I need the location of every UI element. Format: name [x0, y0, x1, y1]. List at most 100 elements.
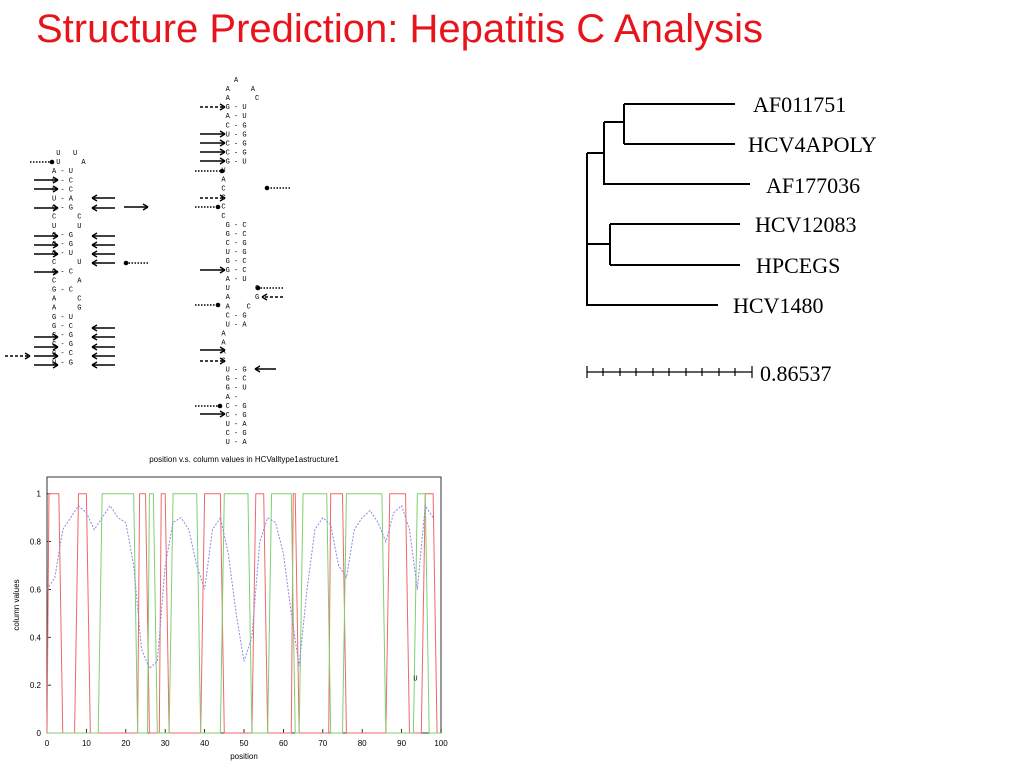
y-tick-label: 0.6 [30, 585, 42, 594]
rna-row: U - A [213, 421, 247, 429]
rna-row: G - C [213, 222, 247, 230]
rna-row: A - [213, 394, 238, 402]
data-line [46, 504, 434, 670]
rna-row: U - A [213, 321, 247, 329]
rna-row: A - U [52, 168, 73, 176]
arrow-head [142, 203, 149, 211]
arrow-head [91, 232, 98, 240]
rna-row: U C [213, 285, 259, 293]
rna-row: C [213, 186, 226, 194]
arrow-head [91, 352, 98, 360]
y-tick-label: 0 [37, 729, 42, 738]
rna-row: U - G [213, 249, 247, 257]
rna-row: C - G [52, 341, 73, 349]
arrow-head [91, 194, 98, 202]
rna-row: G - C [52, 268, 73, 276]
rna-row: C - G [213, 122, 247, 130]
arrow-head [52, 333, 59, 341]
rna-row: G - U [52, 250, 73, 258]
x-tick-label: 10 [82, 739, 91, 748]
arrow-head [219, 157, 226, 165]
rna-row: G - C [213, 231, 247, 239]
rna-row: U - A [52, 196, 74, 204]
rna-row: U A [52, 159, 86, 167]
rna-row: G - C [52, 177, 73, 185]
rna-row: C - G [52, 205, 73, 213]
arrow-head [261, 293, 268, 301]
rna-row: C - G [213, 403, 247, 411]
rna-row: G - C [213, 258, 247, 266]
x-tick-label: 70 [318, 739, 327, 748]
rna-row: G - C [52, 350, 73, 358]
rna-row: C - G [52, 232, 73, 240]
arrow-head [91, 250, 98, 258]
arrow-head [219, 346, 226, 354]
tree-leaf: AF011751 [753, 92, 846, 117]
tree-leaf: AF177036 [766, 173, 860, 198]
rna-row: A G [52, 305, 81, 313]
y-axis-label: column values [12, 579, 21, 630]
dot [219, 168, 225, 174]
rna-row: U - G [213, 131, 247, 139]
y-tick-label: 1 [37, 490, 42, 499]
arrow-head [219, 266, 226, 274]
arrow-head [52, 352, 59, 360]
rna-row: G [213, 358, 226, 366]
arrow-head [91, 241, 98, 249]
x-tick-label: 100 [434, 739, 448, 748]
rna-row: A A [213, 86, 256, 94]
arrow-head [91, 324, 98, 332]
rna-row: U - G [52, 359, 73, 367]
dot [217, 403, 223, 409]
arrow-head [254, 365, 261, 373]
dot [264, 185, 270, 191]
dot [49, 159, 55, 165]
arrow-head [52, 204, 59, 212]
rna-row: C - G [213, 430, 247, 438]
rna-row: C A [52, 277, 82, 285]
rna-row: G - U [213, 385, 247, 393]
rna-row: A [213, 177, 226, 185]
rna-row: A [213, 77, 239, 85]
rna-row: U U [52, 223, 81, 231]
x-tick-label: 40 [200, 739, 209, 748]
x-tick-label: 50 [240, 739, 249, 748]
tree-leaf: HCV12083 [755, 212, 856, 237]
rna-row: C - G [52, 332, 73, 340]
dot [123, 260, 129, 266]
arrow-head [91, 333, 98, 341]
rna-row: A G [213, 294, 259, 302]
rna-row: G - U [52, 314, 73, 322]
rna-row: C - G [213, 240, 247, 248]
arrow-head [52, 185, 59, 193]
data-line [47, 493, 441, 734]
tree-scale-label: 0.86537 [760, 361, 832, 386]
rna-row: A C [52, 296, 81, 304]
arrow-head [219, 139, 226, 147]
rna-row: C - G [213, 412, 247, 420]
rna-row: G - C [213, 376, 247, 384]
rna-row: A C [213, 95, 259, 103]
tree-leaf: HPCEGS [756, 253, 840, 278]
x-axis-label: position [230, 752, 258, 761]
rna-row: G - U [213, 104, 247, 112]
arrow-head [219, 410, 226, 418]
arrow-head [219, 357, 226, 365]
slide-title: Structure Prediction: Hepatitis C Analys… [36, 7, 763, 51]
arrow-head [219, 194, 226, 202]
rna-row: C U [52, 259, 81, 267]
x-tick-label: 0 [45, 739, 50, 748]
tree-leaf: HCV4APOLY [748, 132, 877, 157]
rna-row: U U [52, 150, 77, 158]
rna-row: C - G [213, 149, 247, 157]
rna-row: G - U [213, 158, 247, 166]
rna-row: U - G [213, 367, 247, 375]
arrow-head [219, 103, 226, 111]
arrow-head [52, 241, 59, 249]
y-tick-label: 0.8 [30, 538, 42, 547]
rna-row: C - G [213, 312, 247, 320]
rna-row: U - A [213, 439, 247, 447]
arrow-head [52, 268, 59, 276]
rna-row: C C [52, 214, 81, 222]
